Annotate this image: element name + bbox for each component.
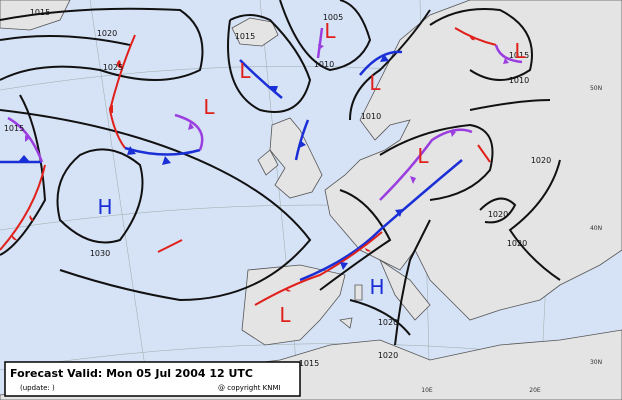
isobar-label: 1015: [235, 32, 255, 41]
isobars: [0, 0, 561, 346]
isobar-label: 1020: [97, 29, 117, 38]
pressure-center: H: [97, 195, 112, 219]
isobar-label: 1010: [509, 76, 529, 85]
isobar-label: 1015: [4, 124, 24, 133]
isobar-label: 1020: [378, 318, 398, 327]
isobar-label: 1015: [509, 51, 529, 60]
pressure-center: L: [203, 95, 215, 119]
isobar-label: 1020: [507, 239, 527, 248]
pressure-center: L: [239, 59, 251, 83]
grid-label: 30N: [590, 359, 602, 366]
pressure-center: H: [369, 275, 384, 299]
isobar-label: 1025: [103, 63, 123, 72]
footer-copyright: @ copyright KNMI: [218, 384, 281, 392]
isobar-label: 1030: [90, 249, 110, 258]
pressure-center: L: [514, 39, 526, 63]
footer-update: (update: ): [20, 384, 55, 392]
isobar-label: 1005: [323, 13, 343, 22]
isobar-label: 1020: [378, 351, 398, 360]
footer-box: [4, 361, 301, 397]
isobar-label: 1020: [531, 156, 551, 165]
isobar-label: 1020: [488, 210, 508, 219]
pressure-center: L: [324, 19, 336, 43]
footer-title: Forecast Valid: Mon 05 Jul 2004 12 UTC: [10, 367, 253, 380]
isobar-label: 1015: [30, 8, 50, 17]
grid-label: 20E: [529, 387, 541, 394]
pressure-center: L: [279, 303, 291, 327]
grid-label: 50N: [590, 85, 602, 92]
pressure-center: L: [369, 71, 381, 95]
fronts: [0, 27, 523, 306]
isobar-label: 1010: [361, 112, 381, 121]
grid-label: 40N: [590, 225, 602, 232]
grid-label: 10E: [421, 387, 433, 394]
pressure-center: L: [417, 144, 429, 168]
isobar-label: 1015: [299, 359, 319, 368]
isobar-label: 1010: [314, 60, 334, 69]
